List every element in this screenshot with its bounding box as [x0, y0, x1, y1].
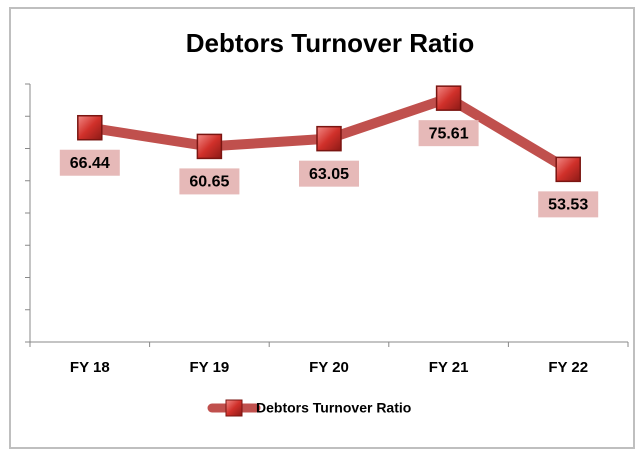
- marker: [196, 133, 223, 160]
- data-label: 75.61: [429, 125, 469, 142]
- marker: [77, 114, 103, 141]
- marker: [555, 156, 581, 183]
- data-label-box: [418, 120, 479, 147]
- x-tick-label: FY 19: [190, 359, 230, 376]
- marker: [435, 85, 462, 111]
- data-label-box: [299, 160, 359, 187]
- data-label-box: [179, 168, 240, 195]
- chart-title: Debtors Turnover Ratio: [186, 28, 474, 58]
- legend-marker: [225, 399, 243, 417]
- legend-label: Debtors Turnover Ratio: [256, 400, 411, 416]
- data-label: 60.65: [189, 174, 229, 191]
- chart-border: [9, 7, 635, 449]
- x-tick-label: FY 18: [70, 359, 110, 376]
- x-tick-label: FY 21: [429, 359, 469, 376]
- data-label-box: [59, 149, 120, 176]
- data-label: 53.53: [548, 197, 588, 214]
- data-label: 63.05: [309, 166, 349, 183]
- data-label: 66.44: [70, 155, 110, 172]
- x-tick-label: FY 22: [548, 359, 588, 376]
- x-tick-label: FY 20: [309, 359, 349, 376]
- data-label-box: [538, 191, 599, 218]
- marker: [316, 125, 342, 152]
